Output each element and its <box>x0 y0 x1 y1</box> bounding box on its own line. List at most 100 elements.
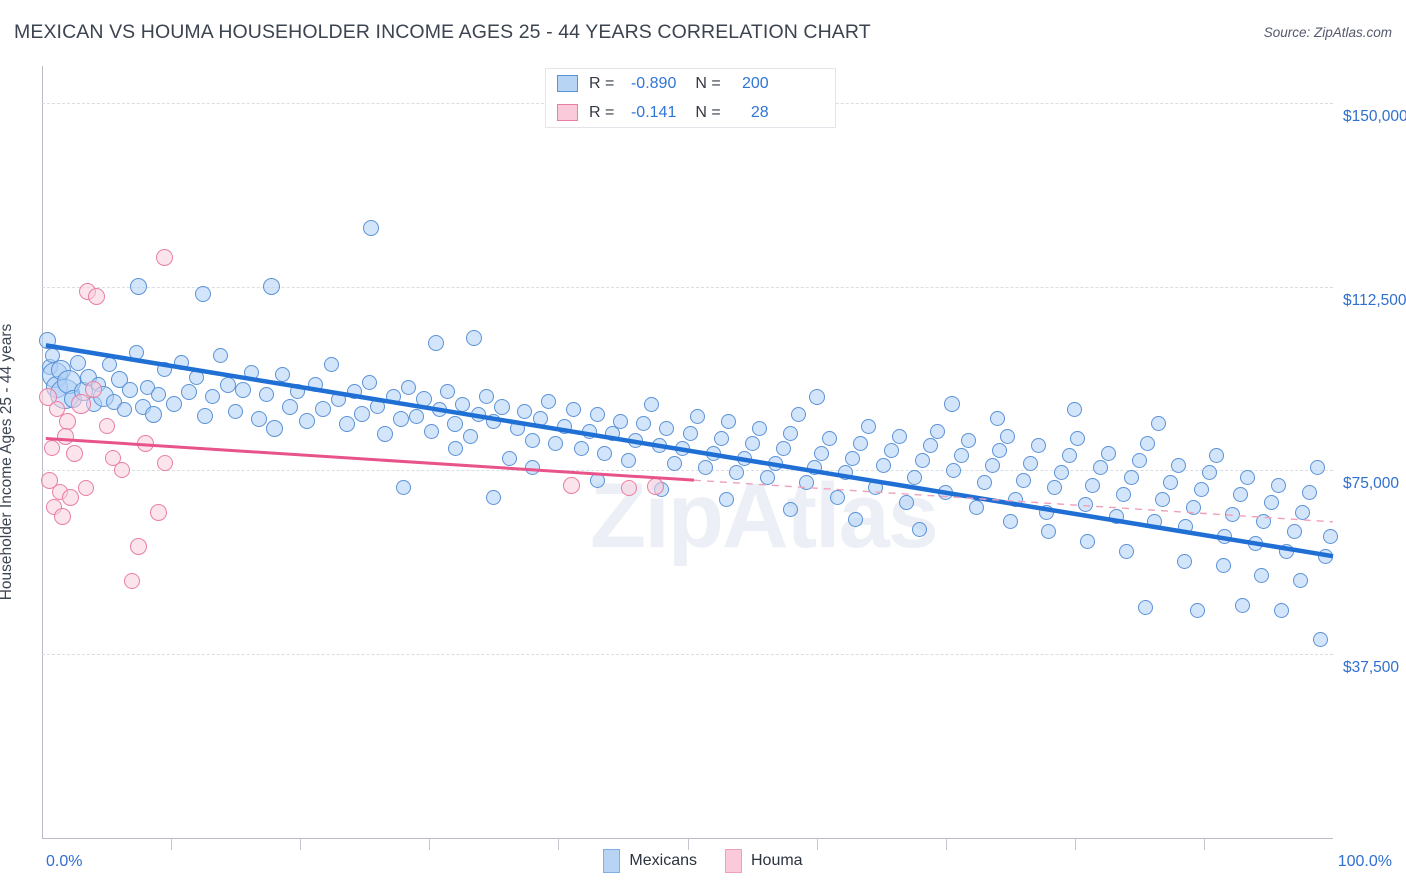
scatter-point-mexicans <box>1138 600 1154 616</box>
scatter-point-mexicans <box>517 404 533 420</box>
scatter-point-mexicans <box>432 401 448 417</box>
x-axis-tick <box>300 838 302 850</box>
scatter-point-mexicans <box>1069 431 1085 447</box>
scatter-point-mexicans <box>643 396 659 412</box>
legend-swatch-houma-icon <box>725 849 742 873</box>
page-title: MEXICAN VS HOUMA HOUSEHOLDER INCOME AGES… <box>14 21 871 43</box>
scatter-point-houma <box>87 287 105 305</box>
scatter-point-houma <box>44 440 61 457</box>
scatter-point-mexicans <box>117 401 133 417</box>
legend-item-houma[interactable]: Houma <box>725 849 803 873</box>
scatter-point-mexicans <box>1310 460 1325 476</box>
scatter-point-mexicans <box>1215 558 1231 574</box>
scatter-point-houma <box>136 434 154 452</box>
legend-item-mexicans[interactable]: Mexicans <box>603 849 697 873</box>
scatter-point-mexicans <box>1186 499 1202 515</box>
scatter-point-mexicans <box>690 408 706 424</box>
scatter-point-mexicans <box>868 480 884 496</box>
x-axis-max-label: 100.0% <box>1337 853 1392 870</box>
x-axis-tick <box>816 838 818 850</box>
scatter-point-mexicans <box>798 475 814 491</box>
scatter-point-mexicans <box>891 428 907 444</box>
scatter-point-houma <box>114 462 131 479</box>
scatter-point-mexicans <box>204 389 220 405</box>
scatter-point-mexicans <box>1031 438 1047 454</box>
scatter-point-mexicans <box>1302 484 1318 500</box>
scatter-point-mexicans <box>845 450 861 466</box>
scatter-point-mexicans <box>837 465 853 481</box>
scatter-point-mexicans <box>189 369 205 385</box>
x-axis-tick <box>945 838 947 850</box>
scatter-point-mexicans <box>173 355 189 371</box>
scatter-point-mexicans <box>331 391 347 407</box>
scatter-point-mexicans <box>744 435 760 451</box>
scatter-point-houma <box>65 444 83 462</box>
scatter-point-houma <box>621 479 638 496</box>
scatter-point-mexicans <box>1139 435 1155 451</box>
scatter-point-mexicans <box>1015 472 1031 488</box>
scatter-point-mexicans <box>718 492 734 508</box>
scatter-point-houma <box>54 508 72 526</box>
scatter-point-mexicans <box>1178 519 1194 535</box>
scatter-point-mexicans <box>651 438 667 454</box>
scatter-point-mexicans <box>150 386 166 402</box>
y-axis-tick-label: $37,500 <box>1343 659 1400 677</box>
scatter-point-mexicans <box>1224 506 1240 522</box>
scatter-point-mexicans <box>814 445 830 461</box>
scatter-point-mexicans <box>1248 536 1264 552</box>
scatter-point-houma <box>56 427 74 445</box>
scatter-point-mexicans <box>439 384 455 400</box>
scatter-point-mexicans <box>408 408 424 424</box>
scatter-point-mexicans <box>1294 504 1310 520</box>
series-legend: Mexicans Houma <box>0 849 1406 873</box>
scatter-point-mexicans <box>228 404 244 420</box>
scatter-point-mexicans <box>447 415 464 432</box>
n-value-houma: 28 <box>750 103 769 121</box>
scatter-point-mexicans <box>370 399 386 415</box>
scatter-point-mexicans <box>1093 460 1109 476</box>
correlation-stats-box: R = -0.890 N = 200 R = -0.141 N = 28 <box>545 68 836 128</box>
gridline <box>42 654 1333 656</box>
scatter-point-mexicans <box>363 219 380 236</box>
y-axis-title: Householder Income Ages 25 - 44 years <box>0 323 15 601</box>
scatter-point-mexicans <box>713 431 729 447</box>
scatter-point-mexicans <box>791 406 807 422</box>
x-axis-min-label: 0.0% <box>46 853 83 870</box>
scatter-point-mexicans <box>914 453 930 469</box>
scatter-point-mexicans <box>1147 514 1163 530</box>
scatter-point-mexicans <box>1085 477 1101 493</box>
scatter-point-mexicans <box>636 416 652 432</box>
y-axis-line <box>42 66 43 838</box>
scatter-point-mexicans <box>281 398 298 415</box>
scatter-point-mexicans <box>1100 445 1116 461</box>
scatter-point-mexicans <box>930 423 946 439</box>
scatter-point-mexicans <box>1077 497 1093 513</box>
scatter-point-mexicans <box>989 411 1005 427</box>
scatter-point-mexicans <box>1155 492 1171 508</box>
scatter-point-mexicans <box>1279 543 1295 559</box>
scatter-point-mexicans <box>1189 602 1205 618</box>
scatter-point-mexicans <box>196 408 213 425</box>
stat-row-mexicans: R = -0.890 N = 200 <box>546 69 835 98</box>
scatter-point-mexicans <box>667 455 683 471</box>
scatter-point-mexicans <box>1000 428 1016 444</box>
n-label-mexicans: N = <box>695 74 721 92</box>
scatter-point-mexicans <box>1002 514 1018 530</box>
y-axis-tick-label: $112,500 <box>1343 291 1406 309</box>
scatter-point-mexicans <box>912 521 928 537</box>
x-axis-tick <box>429 838 431 850</box>
scatter-point-mexicans <box>486 489 502 505</box>
scatter-point-mexicans <box>1170 457 1186 473</box>
scatter-point-houma <box>149 503 167 521</box>
scatter-point-mexicans <box>532 411 548 427</box>
x-axis-tick <box>687 838 689 850</box>
scatter-point-mexicans <box>783 426 799 442</box>
scatter-point-mexicans <box>548 435 564 451</box>
scatter-point-houma <box>130 537 148 555</box>
scatter-point-mexicans <box>157 362 173 378</box>
scatter-point-mexicans <box>144 405 162 423</box>
scatter-point-mexicans <box>1254 568 1270 584</box>
scatter-point-mexicans <box>501 450 517 466</box>
scatter-point-mexicans <box>659 421 675 437</box>
scatter-point-mexicans <box>557 418 573 434</box>
